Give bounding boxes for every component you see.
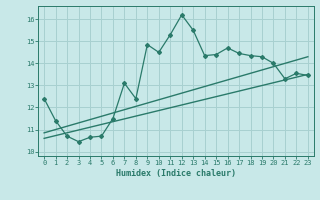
X-axis label: Humidex (Indice chaleur): Humidex (Indice chaleur)	[116, 169, 236, 178]
